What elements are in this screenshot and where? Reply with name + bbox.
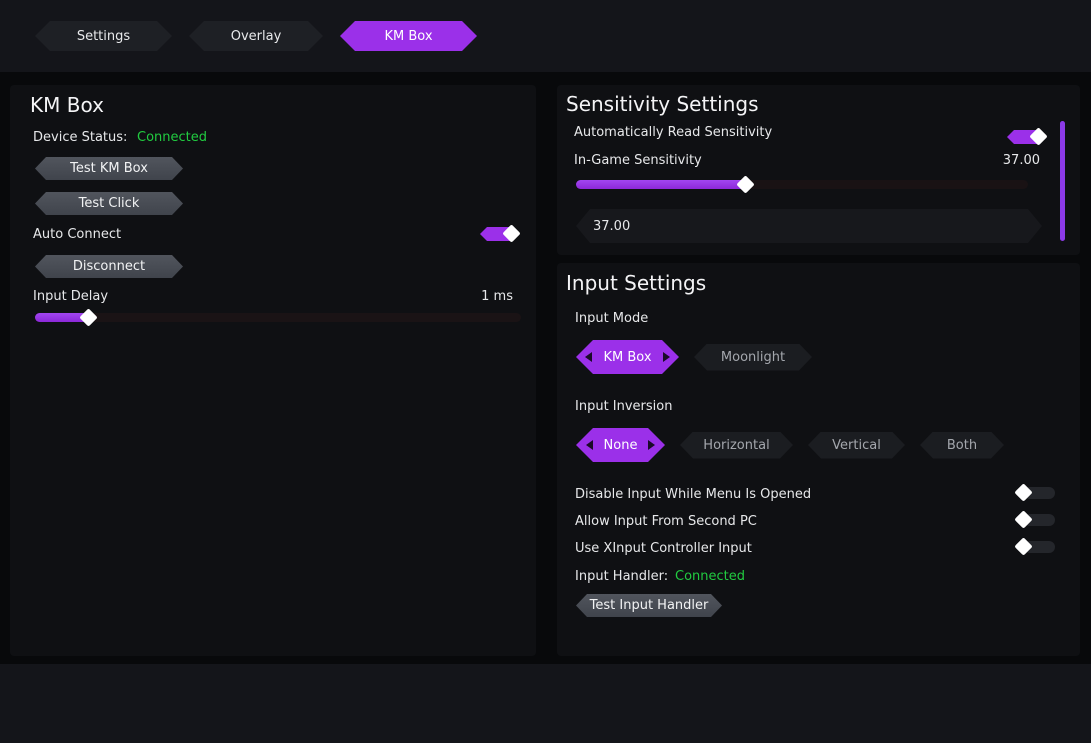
input-mode-options: KM Box Moonlight — [576, 339, 812, 375]
in-game-sensitivity-slider[interactable] — [576, 175, 1028, 194]
segment-right-arrow-icon — [663, 352, 670, 362]
bottom-nav-bar: ED Aim — [0, 664, 1091, 743]
slider-track — [576, 180, 1028, 189]
input-mode-option-km-box[interactable]: KM Box — [576, 340, 679, 374]
in-game-sensitivity-label: In-Game Sensitivity — [574, 153, 702, 168]
input-mode-option-moonlight[interactable]: Moonlight — [694, 344, 812, 371]
xinput-controller-toggle[interactable] — [1014, 537, 1055, 556]
input-inversion-options: None Horizontal Vertical Both — [576, 427, 1004, 463]
toggle-track — [1007, 130, 1038, 144]
segment-left-arrow-icon — [585, 352, 592, 362]
km-box-panel-title: KM Box — [30, 93, 104, 117]
allow-second-pc-toggle[interactable] — [1014, 510, 1055, 529]
segment-label: KM Box — [603, 349, 652, 365]
input-delay-value: 1 ms — [481, 289, 513, 304]
tab-overlay[interactable]: Overlay — [189, 21, 323, 51]
disconnect-button[interactable]: Disconnect — [35, 255, 183, 278]
sensitivity-panel: Sensitivity Settings Automatically Read … — [557, 85, 1080, 255]
test-km-box-button[interactable]: Test KM Box — [35, 157, 183, 180]
inversion-option-both[interactable]: Both — [920, 432, 1004, 459]
auto-read-sensitivity-toggle[interactable] — [1007, 127, 1048, 146]
segment-label: Horizontal — [703, 437, 770, 453]
slider-thumb[interactable] — [736, 175, 755, 194]
sensitivity-input[interactable] — [576, 209, 1042, 243]
disable-input-menu-toggle[interactable] — [1014, 483, 1055, 502]
tab-settings[interactable]: Settings — [35, 21, 172, 51]
segment-left-arrow-icon — [586, 440, 593, 450]
allow-second-pc-label: Allow Input From Second PC — [575, 514, 757, 529]
toggle-track — [480, 227, 511, 241]
input-delay-slider[interactable] — [35, 308, 521, 327]
segment-label: None — [603, 437, 638, 453]
input-inversion-label: Input Inversion — [575, 399, 673, 414]
slider-track — [35, 313, 521, 322]
km-box-panel: KM Box Device Status: Connected Test KM … — [10, 85, 536, 656]
inversion-option-vertical[interactable]: Vertical — [808, 432, 905, 459]
segment-label: Moonlight — [720, 349, 786, 365]
slider-fill — [576, 175, 755, 194]
input-handler-value: Connected — [675, 569, 746, 584]
slider-fill — [35, 308, 99, 327]
segment-label: Both — [946, 437, 978, 453]
input-delay-label: Input Delay — [33, 289, 109, 304]
auto-connect-label: Auto Connect — [33, 227, 122, 242]
toggle-track — [1024, 514, 1055, 526]
input-settings-panel-title: Input Settings — [566, 271, 707, 295]
device-status-value: Connected — [137, 130, 208, 145]
auto-connect-toggle[interactable] — [480, 224, 521, 243]
test-click-button[interactable]: Test Click — [35, 192, 183, 215]
inversion-option-horizontal[interactable]: Horizontal — [680, 432, 793, 459]
input-handler-label: Input Handler: — [575, 569, 669, 584]
sensitivity-panel-title: Sensitivity Settings — [566, 92, 759, 116]
input-mode-label: Input Mode — [575, 311, 649, 326]
toggle-track — [1024, 487, 1055, 499]
device-status-label: Device Status: — [33, 130, 128, 145]
in-game-sensitivity-value: 37.00 — [1002, 153, 1040, 168]
slider-thumb[interactable] — [79, 308, 99, 327]
auto-read-sensitivity-label: Automatically Read Sensitivity — [574, 125, 773, 140]
panel-scrollbar[interactable] — [1060, 121, 1065, 241]
input-settings-panel: Input Settings Input Mode KM Box Moonlig… — [557, 263, 1080, 656]
inversion-option-none[interactable]: None — [576, 428, 665, 462]
tab-km-box[interactable]: KM Box — [340, 21, 477, 51]
toggle-track — [1024, 541, 1055, 553]
segment-right-arrow-icon — [648, 440, 655, 450]
test-input-handler-button[interactable]: Test Input Handler — [576, 594, 722, 617]
xinput-controller-label: Use XInput Controller Input — [575, 541, 752, 556]
segment-label: Vertical — [832, 437, 881, 453]
top-tab-bar: Settings Overlay KM Box — [0, 0, 1091, 72]
disable-input-menu-label: Disable Input While Menu Is Opened — [575, 487, 812, 502]
